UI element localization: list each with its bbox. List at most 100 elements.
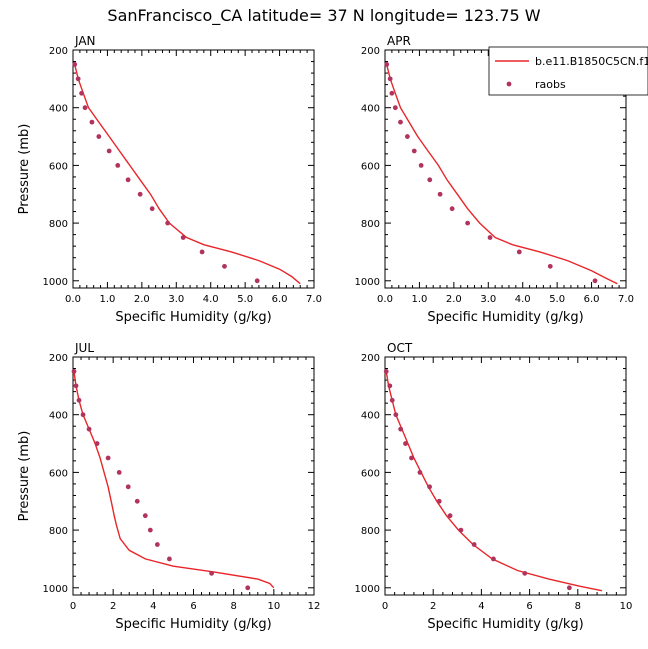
raobs-point (96, 134, 102, 139)
raobs-point (547, 263, 553, 269)
x-tick-label: 2 (430, 601, 436, 612)
y-tick-label: 800 (49, 526, 68, 537)
y-tick-label: 400 (361, 104, 380, 115)
raobs-point (392, 105, 398, 111)
x-tick-label: 12 (308, 601, 321, 612)
x-tick-label: 4 (150, 601, 156, 612)
legend-model-label: b.e11.B1850C5CN.f19 (535, 55, 648, 68)
y-tick-label: 1000 (355, 277, 380, 288)
raobs-point (94, 441, 100, 446)
x-axis-label: Specific Humidity (g/kg) (427, 617, 583, 632)
x-tick-label: 5.0 (549, 294, 565, 305)
raobs-point (147, 527, 153, 533)
raobs-point (105, 455, 111, 461)
y-axis-label: Pressure (mb) (17, 124, 32, 215)
raobs-point (80, 412, 86, 418)
raobs-point (73, 383, 79, 389)
raobs-point (72, 62, 78, 67)
raobs-point (167, 556, 172, 562)
plot-frame (72, 356, 315, 596)
raobs-point (427, 484, 432, 490)
y-tick-label: 600 (361, 161, 380, 172)
x-tick-label: 3.0 (480, 294, 496, 305)
x-tick-label: 6 (190, 601, 196, 612)
x-tick-label: 5.0 (237, 294, 253, 305)
y-tick-label: 400 (361, 411, 380, 422)
x-tick-label: 2 (110, 601, 116, 612)
raobs-point (516, 249, 522, 255)
raobs-point (522, 570, 528, 576)
x-tick-label: 4.0 (515, 294, 531, 305)
panel-oct: OCT 0 2 4 6 8 10 200 400 600 800 1000 Specific Humid… (355, 341, 633, 632)
raobs-point (403, 441, 408, 446)
raobs-point (180, 235, 186, 240)
raobs-point (125, 177, 131, 183)
raobs-point (82, 105, 88, 111)
raobs-point (389, 397, 395, 403)
x-tick-label: 0 (382, 601, 388, 612)
raobs-point (411, 148, 417, 154)
raobs-point (487, 235, 493, 240)
legend-obs-swatch (506, 81, 512, 87)
model-line-apr (386, 64, 618, 285)
raobs-point (115, 162, 121, 168)
panel-title: JAN (74, 34, 96, 48)
x-tick-label: 3.0 (168, 294, 184, 305)
y-tick-label: 400 (49, 104, 68, 115)
raobs-point (89, 119, 95, 125)
y-axis-label: Pressure (mb) (17, 431, 32, 522)
y-tick-label: 600 (49, 468, 68, 479)
raobs-point (418, 162, 424, 168)
x-tick-label: 0 (70, 601, 76, 612)
raobs-point (222, 263, 227, 269)
raobs-point (79, 90, 85, 96)
raobs-point (209, 570, 214, 576)
raobs-point (437, 191, 443, 197)
x-tick-label: 4 (478, 601, 484, 612)
raobs-point (254, 278, 260, 284)
x-tick-label: 2.0 (134, 294, 150, 305)
raobs-point (387, 383, 393, 389)
raobs-point (458, 527, 464, 533)
raobs-point (449, 206, 455, 212)
y-tick-label: 600 (361, 468, 380, 479)
raobs-point (86, 426, 92, 432)
y-tick-label: 200 (361, 46, 380, 57)
y-tick-label: 400 (49, 411, 68, 422)
raobs-point (592, 278, 598, 284)
x-axis-label: Specific Humidity (g/kg) (115, 310, 271, 325)
y-tick-label: 1000 (355, 584, 380, 595)
x-tick-label: 2.0 (446, 294, 462, 305)
y-tick-label: 600 (49, 161, 68, 172)
y-tick-label: 800 (361, 526, 380, 537)
x-tick-label: 0.0 (377, 294, 393, 305)
raobs-point (404, 134, 410, 139)
x-tick-label: 8 (230, 601, 236, 612)
figure-title: SanFrancisco_CA latitude= 37 N longitude… (107, 6, 541, 25)
raobs-point (398, 119, 403, 125)
x-tick-label: 7.0 (306, 294, 322, 305)
raobs-point (384, 62, 390, 67)
x-tick-label: 10 (620, 601, 633, 612)
raobs-point (409, 455, 414, 461)
x-tick-label: 1.0 (411, 294, 427, 305)
x-tick-label: 6.0 (584, 294, 600, 305)
raobs-point (199, 249, 205, 255)
x-tick-label: 10 (267, 601, 280, 612)
raobs-point (165, 220, 171, 226)
y-tick-label: 200 (49, 46, 68, 57)
raobs-point (71, 369, 77, 374)
raobs-point (383, 369, 389, 374)
model-line-oct (385, 371, 603, 592)
raobs-point (75, 76, 81, 82)
raobs-point (142, 513, 148, 519)
raobs-point (149, 206, 155, 212)
raobs-point (125, 484, 131, 490)
y-tick-label: 1000 (43, 277, 68, 288)
raobs-point (134, 498, 140, 504)
panel-jan: JAN 0.0 1.0 2.0 3.0 4.0 5.0 6.0 7.0 200 400 600 800 1… (17, 34, 322, 325)
x-tick-label: 0.0 (65, 294, 81, 305)
legend: b.e11.B1850C5CN.f19 raobs (488, 46, 648, 96)
raobs-point (393, 412, 399, 418)
